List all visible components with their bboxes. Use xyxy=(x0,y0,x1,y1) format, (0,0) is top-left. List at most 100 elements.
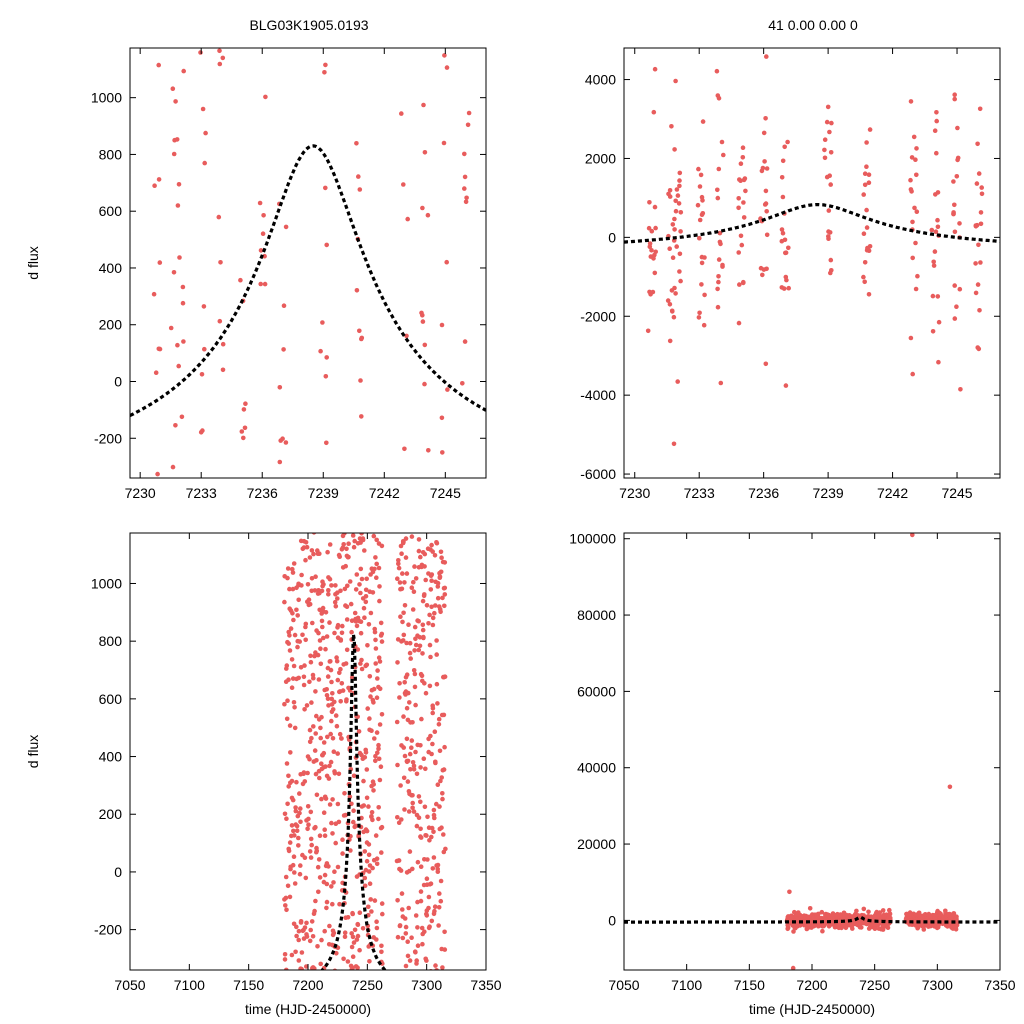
data-point xyxy=(315,864,321,870)
data-point xyxy=(436,716,442,722)
data-point xyxy=(296,928,302,934)
y-tick-label: 400 xyxy=(99,749,123,765)
data-point xyxy=(783,274,789,280)
data-point xyxy=(303,540,309,545)
data-point xyxy=(335,596,340,601)
data-point xyxy=(429,825,435,831)
data-point xyxy=(405,216,411,222)
data-point xyxy=(741,215,747,220)
data-point xyxy=(738,161,744,166)
data-point xyxy=(302,707,307,712)
data-point xyxy=(379,639,385,644)
data-point xyxy=(308,809,314,815)
data-point xyxy=(303,875,309,881)
data-point xyxy=(764,232,770,238)
data-point xyxy=(323,646,328,652)
data-point xyxy=(377,777,383,783)
data-point xyxy=(376,805,382,810)
data-point xyxy=(292,870,297,875)
data-point xyxy=(373,637,378,643)
data-point xyxy=(362,755,368,760)
data-point xyxy=(466,110,472,116)
data-point xyxy=(287,633,292,638)
data-point xyxy=(431,812,437,818)
data-point xyxy=(262,281,268,287)
data-point xyxy=(303,637,309,643)
data-point xyxy=(307,555,313,560)
data-point xyxy=(822,155,828,161)
data-point xyxy=(290,676,296,681)
data-point xyxy=(439,825,444,830)
data-point xyxy=(715,286,720,292)
data-point xyxy=(277,385,283,390)
data-point xyxy=(951,179,956,184)
data-point xyxy=(294,828,300,833)
data-point xyxy=(677,183,682,189)
data-point xyxy=(864,207,869,213)
data-point xyxy=(952,229,958,235)
data-point xyxy=(335,622,341,628)
data-point xyxy=(282,490,287,495)
data-point xyxy=(281,303,287,309)
data-point xyxy=(787,889,792,895)
x-tick-label: 7200 xyxy=(292,977,323,993)
data-point xyxy=(157,502,162,507)
y-axis-label: d flux xyxy=(25,246,41,279)
data-point xyxy=(411,809,417,814)
data-point xyxy=(374,537,380,543)
data-point xyxy=(379,631,385,637)
data-point xyxy=(357,187,363,192)
data-point xyxy=(418,743,423,748)
data-point xyxy=(182,619,187,624)
data-point xyxy=(419,716,424,722)
data-point xyxy=(286,677,291,682)
data-point xyxy=(330,831,335,836)
data-point xyxy=(281,347,286,352)
data-point xyxy=(320,624,325,630)
data-point xyxy=(324,355,330,360)
data-point xyxy=(296,835,301,841)
x-tick-label: 7200 xyxy=(796,977,827,993)
data-point xyxy=(287,586,292,592)
data-point xyxy=(697,184,703,189)
data-point xyxy=(935,190,941,195)
data-point xyxy=(872,926,878,931)
data-point xyxy=(979,185,984,190)
data-point xyxy=(463,199,469,205)
data-point xyxy=(176,10,181,15)
data-point xyxy=(332,769,337,774)
data-point xyxy=(312,588,318,593)
x-tick-label: 7242 xyxy=(369,485,400,501)
data-point xyxy=(908,99,914,104)
data-point xyxy=(714,68,720,74)
data-point xyxy=(412,564,417,569)
data-point xyxy=(307,727,313,733)
data-point xyxy=(317,551,322,556)
data-point xyxy=(424,603,430,608)
data-point xyxy=(880,927,886,932)
x-tick-label: 7050 xyxy=(114,977,145,993)
data-point xyxy=(403,555,409,560)
data-point xyxy=(309,842,315,848)
data-point xyxy=(319,588,325,594)
data-points xyxy=(645,54,985,447)
data-point xyxy=(292,833,297,838)
data-point xyxy=(431,855,437,860)
data-point xyxy=(413,913,419,918)
data-point xyxy=(283,440,289,445)
data-point xyxy=(826,229,831,234)
data-point xyxy=(428,654,433,660)
data-point xyxy=(652,204,658,210)
data-point xyxy=(327,659,333,664)
data-point xyxy=(320,605,326,611)
data-point xyxy=(416,794,422,799)
data-point xyxy=(334,951,339,956)
data-point xyxy=(298,665,304,670)
data-point xyxy=(828,150,834,155)
data-point xyxy=(411,668,417,673)
data-point xyxy=(364,828,370,834)
data-point xyxy=(865,245,870,251)
data-point xyxy=(435,580,441,586)
data-point xyxy=(325,674,331,679)
data-point xyxy=(294,924,299,930)
